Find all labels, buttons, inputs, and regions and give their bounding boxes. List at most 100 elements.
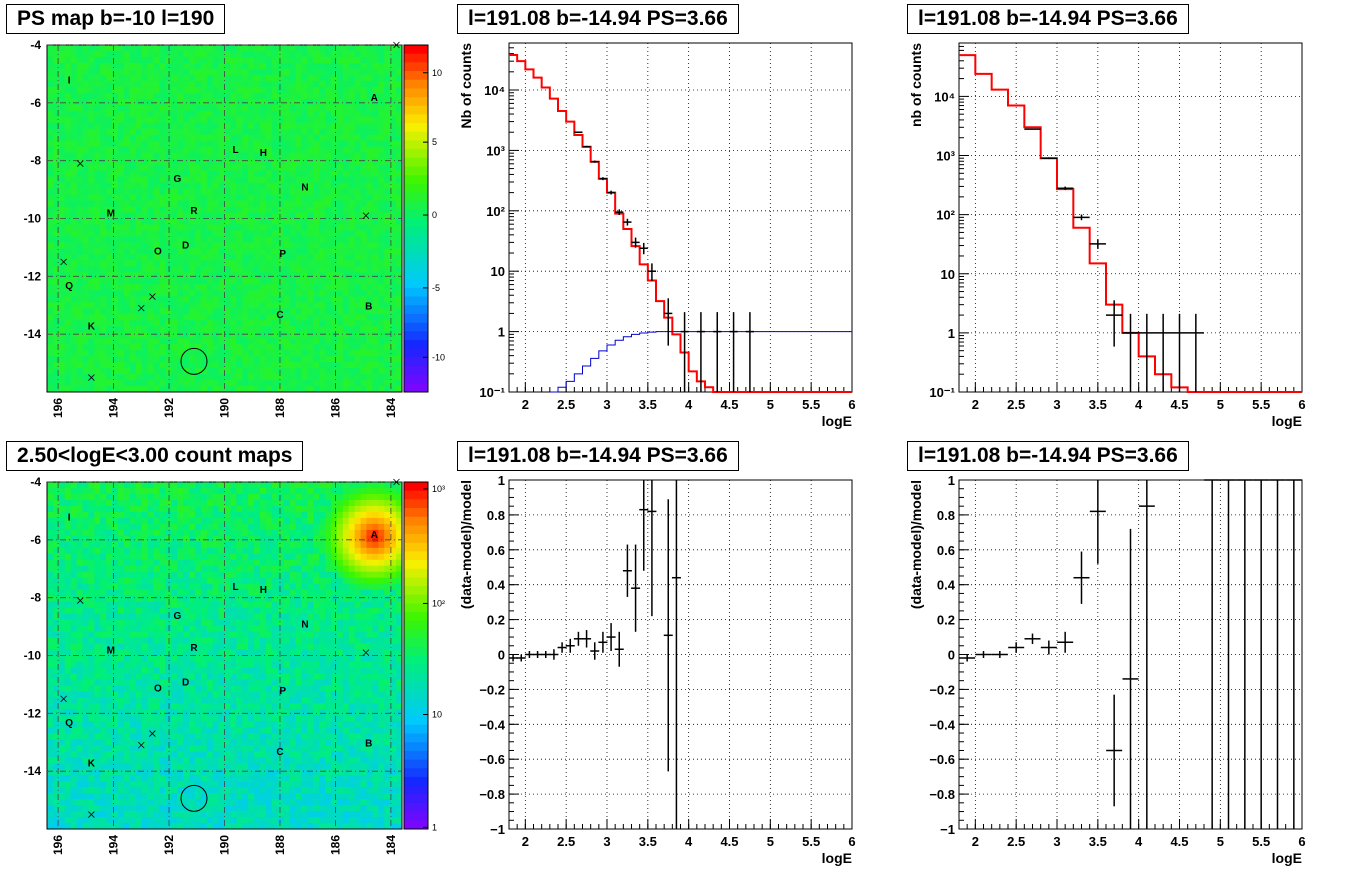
map-cell — [189, 272, 195, 278]
colorbar-band — [404, 158, 428, 167]
map-cell — [361, 236, 367, 242]
map-cell — [142, 93, 148, 99]
map-cell — [207, 248, 213, 254]
map-cell — [112, 123, 118, 129]
map-cell — [136, 745, 142, 751]
map-cell — [124, 530, 130, 536]
map-cell — [219, 296, 225, 302]
map-cell — [136, 69, 142, 75]
map-cell — [112, 153, 118, 159]
map-cell — [77, 685, 83, 691]
map-cell — [171, 57, 177, 63]
map-cell — [213, 63, 219, 69]
map-cell — [159, 721, 165, 727]
map-cell — [136, 123, 142, 129]
map-cell — [118, 614, 124, 620]
map-cell — [177, 320, 183, 326]
map-cell — [390, 260, 396, 266]
map-cell — [284, 260, 290, 266]
map-cell — [154, 332, 160, 338]
map-cell — [266, 338, 272, 344]
map-cell — [266, 219, 272, 225]
map-cell — [266, 63, 272, 69]
map-cell — [171, 314, 177, 320]
map-cell — [124, 266, 130, 272]
map-cell — [337, 260, 343, 266]
map-cell — [124, 500, 130, 506]
map-cell — [372, 290, 378, 296]
map-cell — [100, 129, 106, 135]
map-cell — [284, 159, 290, 165]
source-label: L — [233, 145, 239, 156]
map-cell — [159, 105, 165, 111]
map-cell — [325, 254, 331, 260]
map-cell — [83, 284, 89, 290]
map-cell — [130, 266, 136, 272]
map-cell — [189, 314, 195, 320]
map-cell — [94, 632, 100, 638]
map-cell — [266, 129, 272, 135]
map-cell — [148, 721, 154, 727]
map-cell — [361, 278, 367, 284]
map-cell — [112, 787, 118, 793]
map-cell — [189, 524, 195, 530]
map-cell — [148, 248, 154, 254]
map-cell — [142, 488, 148, 494]
map-cell — [290, 260, 296, 266]
map-cell — [77, 679, 83, 685]
map-cell — [242, 236, 248, 242]
map-cell — [183, 757, 189, 763]
map-cell — [301, 63, 307, 69]
map-cell — [278, 362, 284, 368]
map-cell — [148, 697, 154, 703]
map-cell — [154, 219, 160, 225]
map-cell — [225, 117, 231, 123]
map-cell — [100, 661, 106, 667]
map-cell — [124, 739, 130, 745]
map-cell — [207, 45, 213, 51]
map-cell — [83, 596, 89, 602]
map-cell — [189, 129, 195, 135]
map-cell — [136, 201, 142, 207]
map-cell — [148, 51, 154, 57]
map-cell — [94, 566, 100, 572]
map-cell — [154, 374, 160, 380]
map-cell — [319, 141, 325, 147]
map-cell — [47, 566, 53, 572]
map-cell — [343, 99, 349, 105]
map-cell — [278, 141, 284, 147]
map-cell — [266, 75, 272, 81]
map-cell — [59, 679, 65, 685]
map-cell — [319, 290, 325, 296]
map-cell — [118, 213, 124, 219]
map-cell — [225, 338, 231, 344]
map-cell — [195, 141, 201, 147]
map-cell — [148, 644, 154, 650]
map-cell — [136, 219, 142, 225]
map-cell — [195, 177, 201, 183]
map-cell — [367, 213, 373, 219]
map-cell — [254, 266, 260, 272]
map-cell — [213, 123, 219, 129]
map-cell — [384, 219, 390, 225]
map-cell — [165, 709, 171, 715]
map-cell — [183, 644, 189, 650]
map-cell — [136, 374, 142, 380]
map-cell — [77, 99, 83, 105]
map-cell — [77, 260, 83, 266]
map-cell — [230, 177, 236, 183]
map-cell — [165, 147, 171, 153]
map-cell — [171, 590, 177, 596]
map-cell — [219, 51, 225, 57]
map-cell — [142, 638, 148, 644]
map-cell — [201, 57, 207, 63]
map-cell — [183, 488, 189, 494]
map-cell — [112, 272, 118, 278]
map-cell — [372, 213, 378, 219]
map-cell — [77, 721, 83, 727]
map-cell — [278, 207, 284, 213]
map-cell — [88, 781, 94, 787]
map-cell — [337, 368, 343, 374]
map-cell — [94, 224, 100, 230]
map-cell — [372, 350, 378, 356]
